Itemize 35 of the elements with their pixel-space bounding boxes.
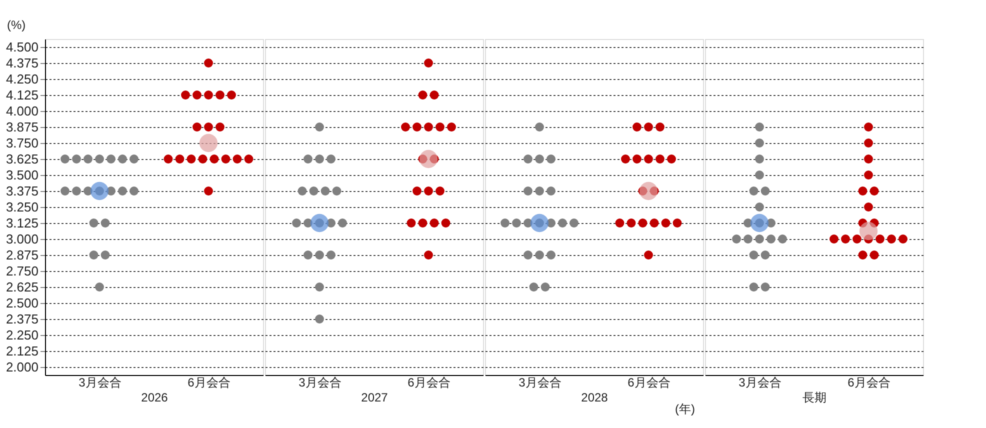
y-tick-label: 2.250 <box>6 328 38 342</box>
y-tick-label: 4.125 <box>6 88 38 102</box>
x-tick-label: 3月会合 <box>518 376 562 390</box>
y-tick-label: 2.125 <box>6 344 38 358</box>
y-tick-label: 3.625 <box>6 152 38 166</box>
y-tick-label: 3.500 <box>6 168 38 182</box>
y-tick-label: 4.500 <box>6 40 38 54</box>
x-tick-label: 6月会合 <box>408 376 450 390</box>
y-tick-label: 2.000 <box>6 360 38 374</box>
x-axis-title: 2027 <box>361 390 388 404</box>
y-tick-label: 2.500 <box>6 296 38 310</box>
y-tick-label: 3.125 <box>6 216 38 230</box>
text: (年) <box>675 402 695 416</box>
y-tick-label: 2.375 <box>6 312 38 326</box>
y-tick-label: 3.000 <box>6 232 38 246</box>
y-tick-label: 4.250 <box>6 72 38 86</box>
x-tick-label: 3月会合 <box>738 376 782 390</box>
x-tick-label: 3月会合 <box>298 376 342 390</box>
y-tick-label: 3.375 <box>6 184 38 198</box>
text: (%) <box>7 18 26 32</box>
x-tick-label: 6月会合 <box>188 376 230 390</box>
x-axis-title: 長期 <box>802 390 826 404</box>
x-tick-label: 3月会合 <box>78 376 122 390</box>
x-tick-label: 6月会合 <box>628 376 670 390</box>
x-axis-title: 2026 <box>141 390 168 404</box>
y-tick-label: 4.000 <box>6 104 38 118</box>
x-tick-label: 6月会合 <box>848 376 890 390</box>
x-axis-title: 2028 <box>581 390 608 404</box>
y-tick-label: 2.875 <box>6 248 38 262</box>
y-tick-label: 3.750 <box>6 136 38 150</box>
y-tick-label: 2.750 <box>6 264 38 278</box>
y-tick-label: 2.625 <box>6 280 38 294</box>
y-tick-label: 3.875 <box>6 120 38 134</box>
y-tick-label: 4.375 <box>6 56 38 70</box>
y-tick-label: 3.250 <box>6 200 38 214</box>
